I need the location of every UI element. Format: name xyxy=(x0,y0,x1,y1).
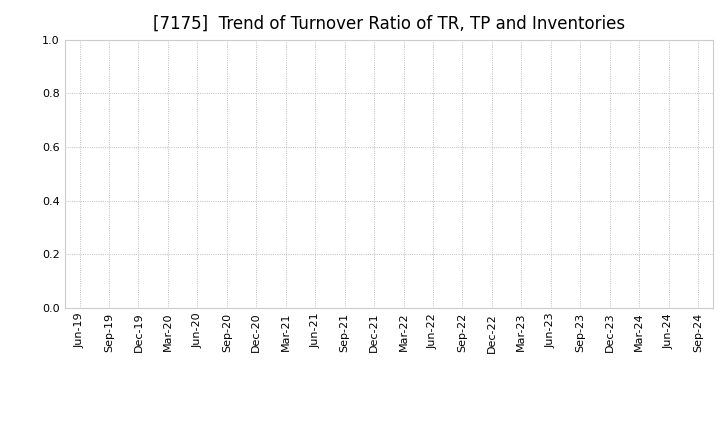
Title: [7175]  Trend of Turnover Ratio of TR, TP and Inventories: [7175] Trend of Turnover Ratio of TR, TP… xyxy=(153,15,625,33)
